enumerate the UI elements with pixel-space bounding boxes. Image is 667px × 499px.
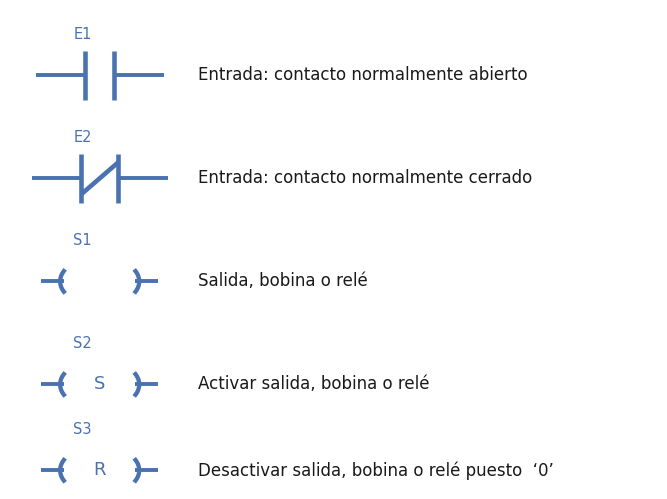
Text: Activar salida, bobina o relé: Activar salida, bobina o relé	[199, 375, 430, 393]
Text: S: S	[94, 375, 105, 393]
Text: Entrada: contacto normalmente cerrado: Entrada: contacto normalmente cerrado	[199, 169, 533, 187]
Text: E2: E2	[73, 130, 92, 145]
Text: R: R	[93, 461, 106, 480]
Text: Salida, bobina o relé: Salida, bobina o relé	[199, 272, 368, 290]
Text: S3: S3	[73, 422, 92, 437]
Text: S1: S1	[73, 233, 92, 248]
Text: Desactivar salida, bobina o relé puesto  ‘0’: Desactivar salida, bobina o relé puesto …	[199, 461, 554, 480]
Text: E1: E1	[73, 27, 91, 42]
Text: Entrada: contacto normalmente abierto: Entrada: contacto normalmente abierto	[199, 66, 528, 84]
Text: S2: S2	[73, 336, 92, 351]
